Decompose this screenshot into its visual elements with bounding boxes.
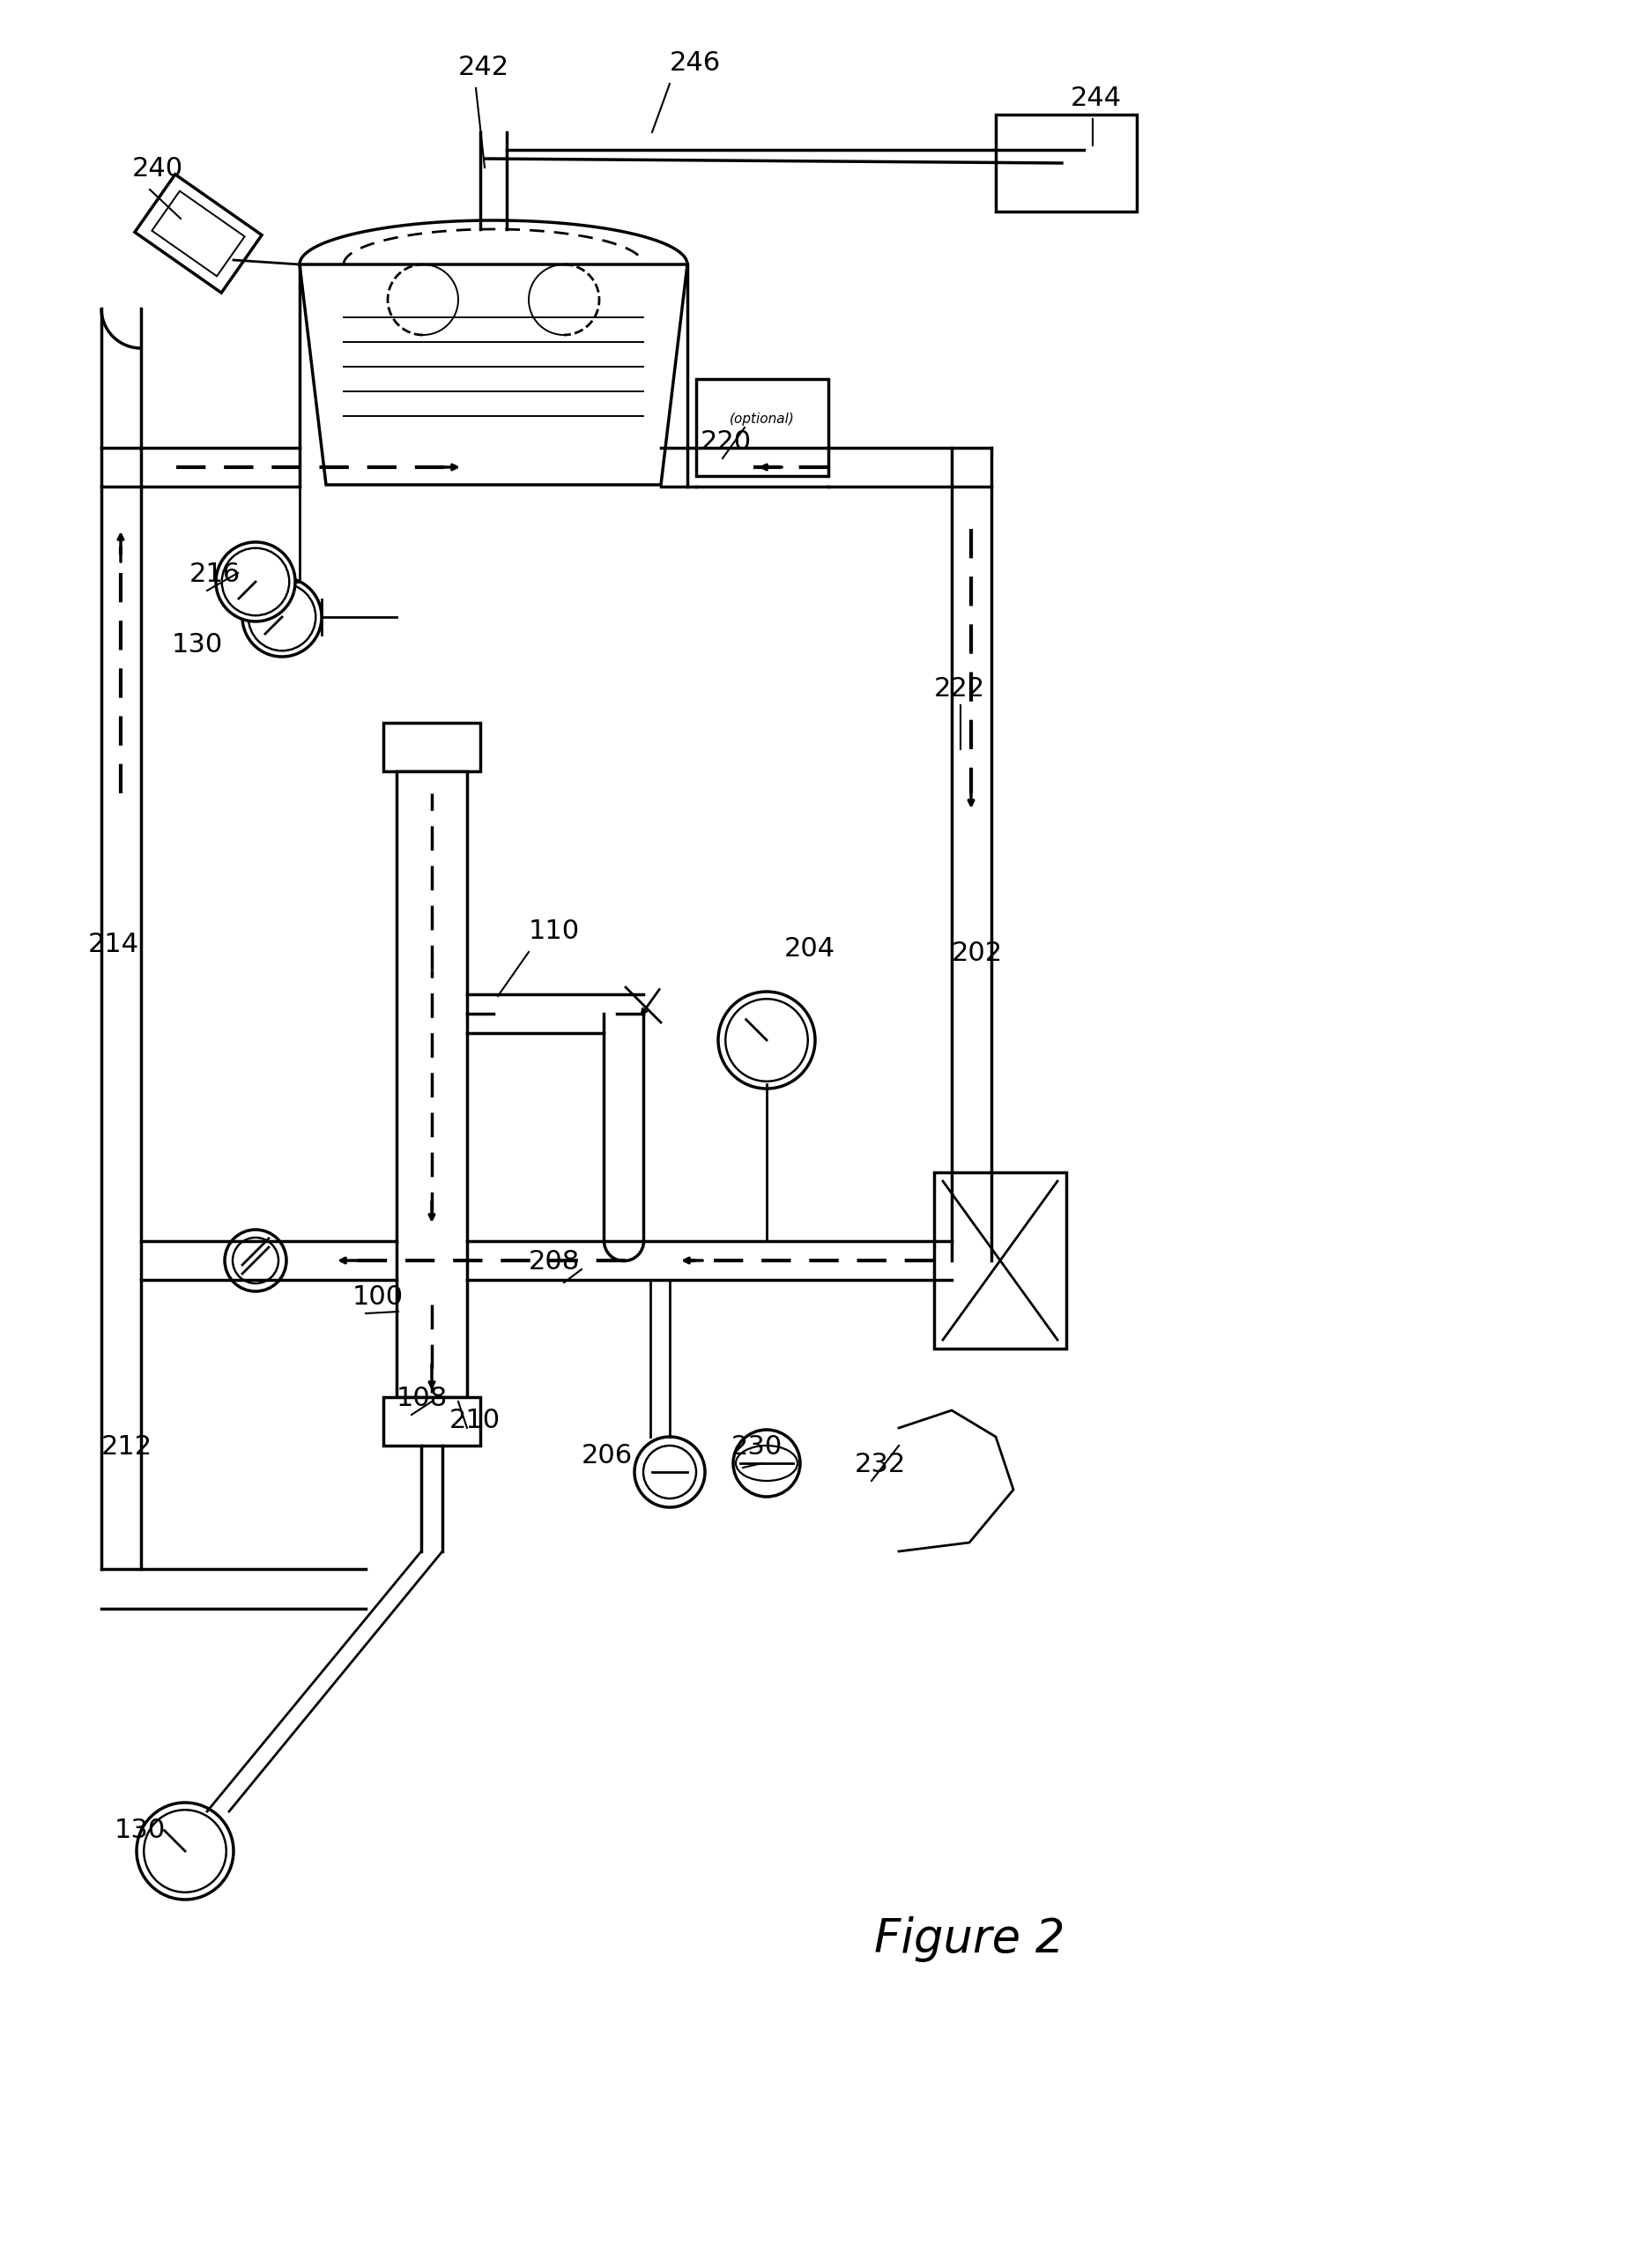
Circle shape: [144, 1810, 227, 1892]
Text: 100: 100: [353, 1284, 403, 1311]
Text: 214: 214: [88, 932, 139, 957]
Circle shape: [635, 1438, 705, 1508]
Text: 212: 212: [101, 1433, 152, 1461]
Text: 202: 202: [951, 941, 1004, 966]
Text: 204: 204: [785, 937, 836, 962]
Text: 242: 242: [459, 54, 509, 79]
Circle shape: [222, 549, 289, 615]
Text: 230: 230: [731, 1433, 783, 1461]
Polygon shape: [300, 265, 687, 485]
Circle shape: [215, 542, 295, 621]
Text: 130: 130: [171, 633, 224, 658]
Circle shape: [225, 1229, 286, 1290]
Text: 206: 206: [581, 1442, 633, 1467]
Text: 108: 108: [397, 1386, 447, 1411]
Text: 216: 216: [189, 562, 240, 587]
Bar: [934, 1173, 1066, 1349]
Polygon shape: [152, 191, 245, 277]
Circle shape: [733, 1429, 800, 1497]
Text: Figure 2: Figure 2: [875, 1916, 1064, 1962]
Circle shape: [718, 991, 814, 1089]
Circle shape: [248, 583, 315, 651]
Text: 208: 208: [529, 1250, 579, 1275]
Bar: [384, 723, 480, 771]
Text: 246: 246: [669, 50, 721, 75]
Text: (optional): (optional): [730, 413, 795, 426]
Bar: [996, 116, 1138, 211]
Bar: [384, 1397, 480, 1445]
Circle shape: [643, 1445, 697, 1499]
Text: 232: 232: [855, 1452, 906, 1476]
Text: 130: 130: [114, 1817, 166, 1844]
Text: 222: 222: [934, 676, 986, 701]
Text: 220: 220: [700, 429, 752, 456]
Circle shape: [242, 578, 322, 658]
Text: 210: 210: [449, 1408, 501, 1433]
Text: 110: 110: [529, 919, 579, 943]
Text: 240: 240: [132, 156, 183, 181]
Polygon shape: [135, 175, 261, 293]
Circle shape: [137, 1803, 233, 1901]
Bar: [697, 379, 829, 476]
Bar: [397, 771, 467, 1397]
Circle shape: [726, 998, 808, 1082]
Text: 244: 244: [1071, 86, 1121, 111]
Circle shape: [233, 1238, 279, 1284]
